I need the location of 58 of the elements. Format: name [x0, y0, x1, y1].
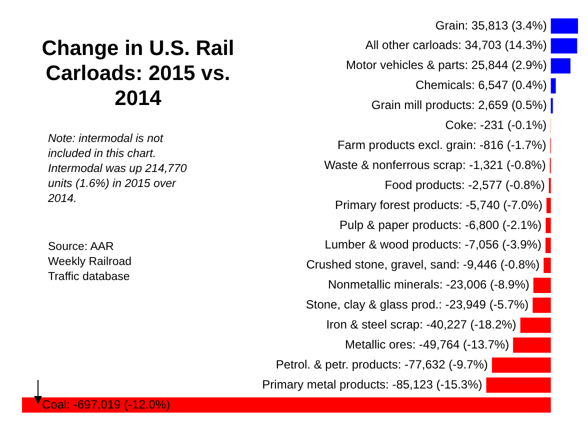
data-label: : -40,227 (-18.2%): [420, 318, 516, 332]
bar: [550, 58, 570, 74]
text: Change in U.S. Rail Carloads: 2015 vs. 2014: [40, 36, 236, 111]
bar: [486, 377, 551, 393]
y-tick-label: Chemicals: [415, 78, 472, 92]
data-label: : -5,740 (-7.0%): [459, 198, 542, 212]
y-tick-label: Coke: [445, 118, 474, 132]
data-label: : -816 (-1.7%): [472, 138, 546, 152]
data-label: : 25,844 (2.9%): [464, 58, 547, 72]
y-tick-label: Stone, clay & glass prod.: [306, 298, 439, 312]
data-label: : -23,949 (-5.7%): [438, 298, 529, 312]
y-tick-label: Primary forest products: [335, 198, 460, 212]
data-label: : 34,703 (14.3%): [458, 38, 547, 52]
data-label: : -2,577 (-0.8%): [462, 178, 545, 192]
y-tick-label: Waste & nonferrous scrap: [324, 158, 463, 172]
bar: [545, 238, 551, 254]
bar: [546, 218, 551, 234]
bar: [533, 278, 551, 293]
bar: [546, 198, 551, 214]
data-label: : -1,321 (-0.8%): [462, 158, 546, 172]
y-tick-label: Iron & steel scrap: [326, 318, 420, 332]
y-tick-label: Food products: [384, 178, 462, 192]
bar: [532, 298, 551, 313]
bar: [544, 258, 551, 274]
data-label: : 35,813 (3.4%): [464, 18, 547, 32]
bar: [492, 357, 551, 373]
y-tick-label: Crushed stone, gravel, sand: [306, 258, 456, 272]
data-label: : -231 (-0.1%): [473, 118, 547, 132]
bar: [550, 78, 556, 94]
data-label: : -23,006 (-8.9%): [439, 278, 530, 292]
bar: [520, 318, 551, 333]
annotation: Note: intermodal is not included in this chart. Intermodal was up 214,770 units (1.6%) in 2015 over 2014.: [48, 132, 188, 207]
data-label: : -7,056 (-3.9%): [458, 238, 542, 252]
y-tick-label: Coal: [42, 397, 67, 412]
data-label: : -6,800 (-2.1%): [458, 218, 542, 232]
y-tick-label: Metallic ores: [345, 337, 412, 352]
data-label: : -49,764 (-13.7%): [412, 337, 510, 352]
y-tick-label: Primary metal products: [262, 377, 386, 392]
y-tick-label: Grain mill products: [371, 98, 472, 112]
y-tick-label: Motor vehicles & parts: [346, 58, 465, 72]
y-tick-label: Grain: [435, 18, 465, 32]
y-tick-label: Farm products excl. grain: [337, 138, 473, 152]
y-tick-label: Nonmetallic minerals: [328, 278, 440, 292]
data-label: : -697,019 (-12.0%): [66, 397, 170, 412]
y-tick-label: All other carloads: [365, 38, 458, 52]
bar: [550, 38, 578, 54]
bar: [22, 397, 551, 413]
annotation: Source: AAR Weekly Railroad Traffic database: [48, 240, 133, 285]
data-label: : 6,547 (0.4%): [471, 78, 547, 92]
y-tick-label: Pulp & paper products: [340, 218, 458, 232]
y-tick-label: Lumber & wood products: [324, 238, 458, 252]
data-label: : -9,446 (-0.8%): [456, 258, 540, 272]
data-label: : 2,659 (0.5%): [471, 98, 547, 112]
data-label: : -85,123 (-15.3%): [386, 377, 482, 392]
bar: [550, 18, 578, 34]
data-label: : -77,632 (-9.7%): [398, 357, 488, 372]
y-tick-label: Petrol. & petr. products: [276, 357, 398, 372]
bar: [513, 338, 551, 353]
